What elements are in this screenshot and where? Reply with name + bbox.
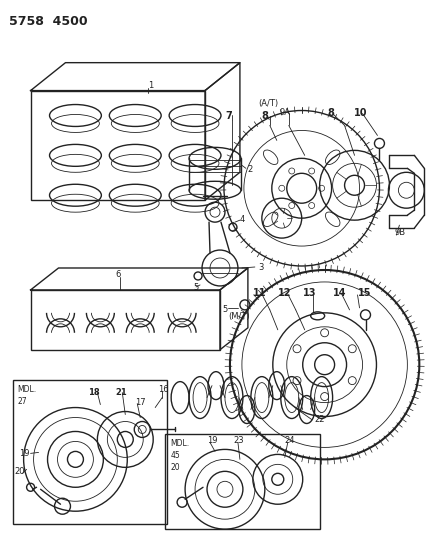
- Text: 45: 45: [170, 451, 180, 461]
- Text: 27: 27: [18, 397, 27, 406]
- Text: 5: 5: [193, 283, 198, 292]
- Text: 20: 20: [15, 467, 25, 477]
- Text: 23: 23: [233, 437, 244, 446]
- Text: 15: 15: [357, 288, 371, 298]
- Bar: [13, 379, 167, 524]
- Text: 19: 19: [207, 437, 217, 446]
- Text: 19: 19: [19, 449, 29, 458]
- Text: (A/T): (A/T): [258, 99, 278, 108]
- Text: 22: 22: [315, 415, 325, 424]
- Text: 20: 20: [170, 463, 180, 472]
- Text: 4: 4: [240, 215, 245, 224]
- Text: 10: 10: [354, 108, 367, 117]
- Text: 13: 13: [303, 288, 316, 298]
- Text: 16: 16: [158, 385, 169, 393]
- Text: 8: 8: [327, 108, 335, 117]
- Text: 2: 2: [248, 165, 253, 174]
- Bar: [30, 290, 220, 350]
- Text: 7: 7: [225, 110, 232, 120]
- Text: 5: 5: [222, 305, 227, 314]
- Text: 12: 12: [278, 288, 291, 298]
- Bar: [165, 434, 320, 529]
- Text: 11: 11: [253, 288, 266, 298]
- Text: 3: 3: [258, 263, 263, 272]
- Text: 24: 24: [285, 437, 295, 446]
- Text: 6: 6: [115, 270, 121, 279]
- Text: MDL.: MDL.: [18, 385, 37, 393]
- Text: (M/T): (M/T): [228, 312, 250, 321]
- Text: 5758  4500: 5758 4500: [9, 15, 87, 28]
- Text: 1: 1: [148, 80, 154, 90]
- Text: 21: 21: [115, 387, 127, 397]
- Text: MDL.: MDL.: [170, 439, 189, 448]
- Bar: [30, 91, 205, 200]
- Text: 8: 8: [262, 110, 269, 120]
- Text: 18: 18: [89, 387, 100, 397]
- Text: 14: 14: [333, 288, 346, 298]
- Text: 9A: 9A: [280, 108, 291, 117]
- Text: 9B: 9B: [395, 228, 406, 237]
- Text: 17: 17: [135, 398, 146, 407]
